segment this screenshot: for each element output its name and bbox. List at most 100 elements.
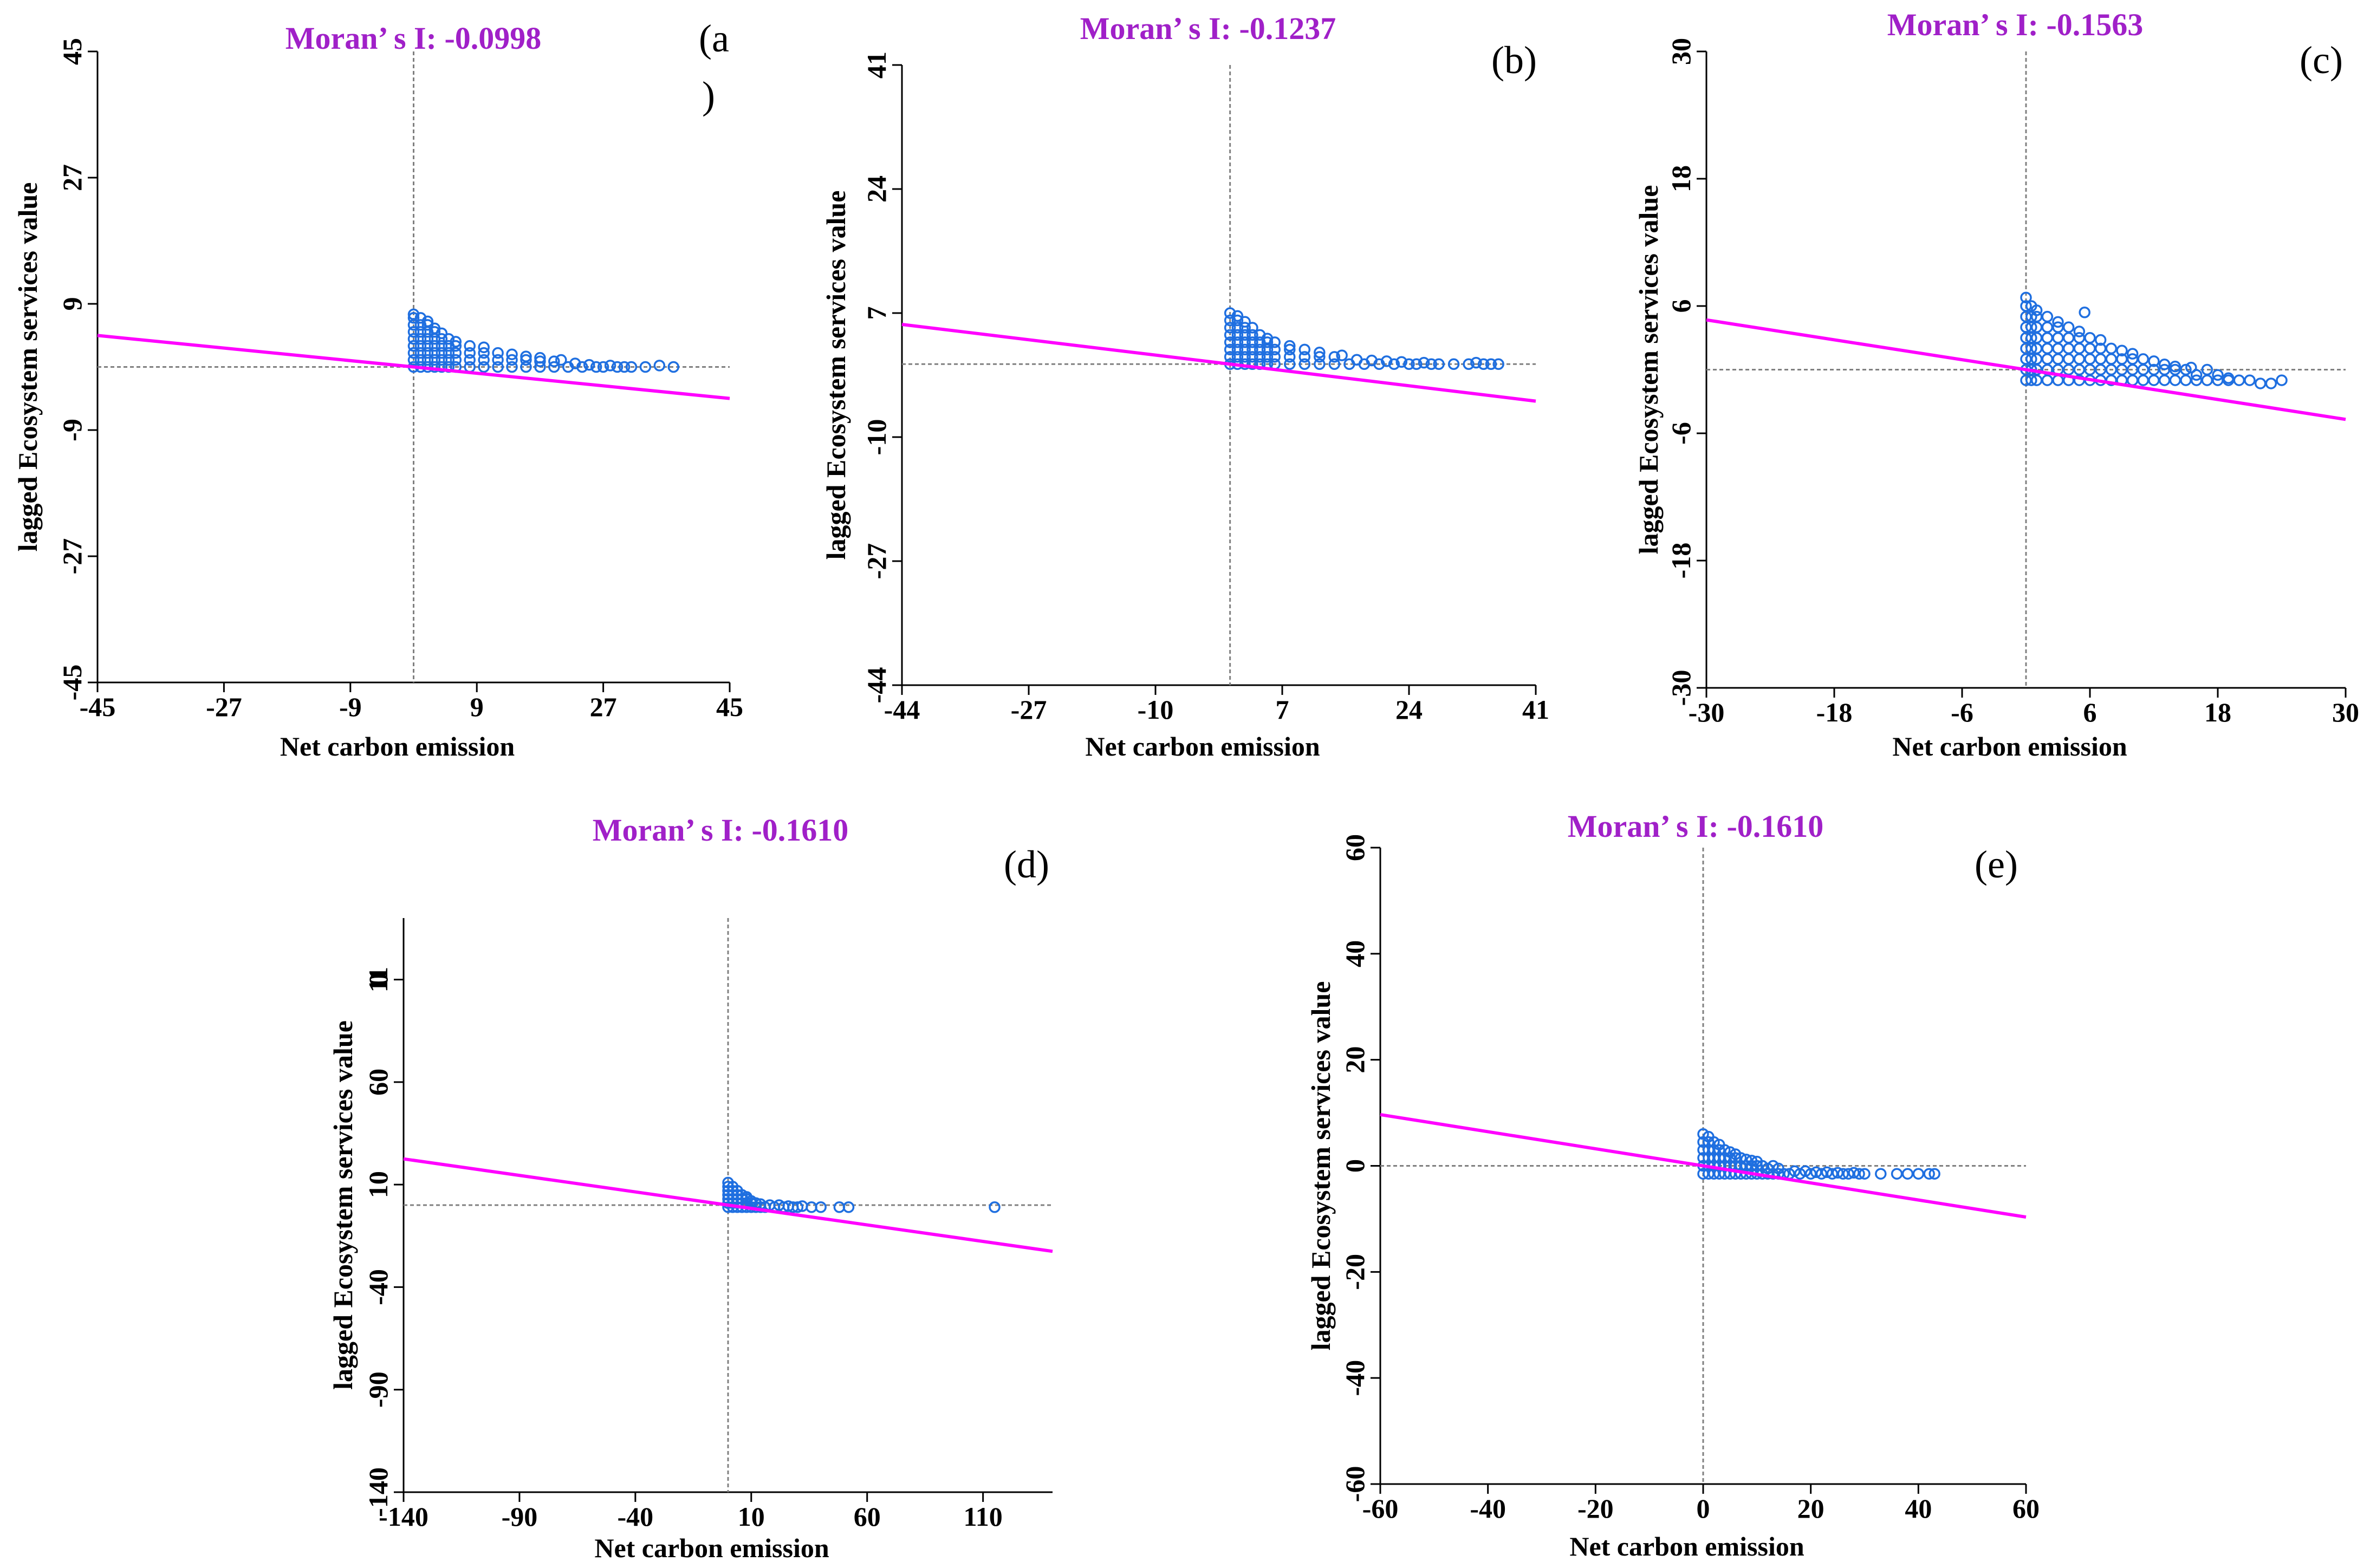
x-tick-label: -90 [502, 1501, 538, 1532]
data-point [2084, 342, 2096, 355]
data-point [842, 1201, 855, 1213]
data-point [1697, 1152, 1709, 1164]
data-point [1336, 349, 1348, 361]
data-point [1298, 351, 1311, 363]
data-point [1411, 358, 1423, 370]
data-point [436, 347, 448, 359]
y-tick-label: 60 [1340, 834, 1370, 861]
data-point [407, 333, 420, 345]
data-point [1269, 336, 1281, 348]
y-axis-label: lagged Ecosystem services value [1633, 185, 1664, 555]
data-point [1901, 1168, 1914, 1180]
data-point [2020, 300, 2032, 312]
data-point [1246, 351, 1258, 363]
y-tick-label: 27 [57, 164, 87, 191]
chart-title: Moran’ s I: -0.0998 [285, 21, 542, 56]
data-point [407, 347, 420, 359]
data-point [1729, 1168, 1742, 1180]
data-point [1447, 358, 1460, 370]
data-point [1269, 351, 1281, 363]
x-tick-label: 9 [470, 692, 484, 722]
data-point [1239, 336, 1251, 348]
data-point [407, 326, 420, 338]
data-point [1231, 329, 1244, 341]
data-point [436, 354, 448, 366]
regression-line [1380, 1112, 2027, 1219]
data-point [1477, 358, 1490, 370]
data-point [492, 354, 504, 366]
panel-label: (a [699, 17, 729, 60]
data-point [2084, 353, 2096, 365]
x-tick-label: 0 [1697, 1493, 1710, 1524]
data-point [478, 354, 490, 366]
data-point [1853, 1168, 1865, 1180]
data-point [428, 354, 441, 366]
y-tick-label: -18 [1666, 543, 1696, 579]
data-point [1231, 314, 1244, 327]
y-tick-label: 60 [363, 1069, 393, 1096]
data-point [1224, 343, 1236, 356]
x-axis-label: Net carbon emission [1569, 1531, 1804, 1562]
y-tick-label: 0 [1340, 1159, 1370, 1173]
data-point [1810, 1166, 1822, 1178]
y-tick-label: -9 [57, 419, 87, 441]
data-point [2073, 353, 2086, 365]
data-point [428, 347, 441, 359]
data-point [815, 1201, 827, 1213]
data-point [604, 360, 616, 372]
data-point [436, 327, 448, 340]
x-tick-label: -10 [1138, 694, 1174, 725]
data-point [436, 340, 448, 352]
data-point [1492, 358, 1504, 370]
chart-title: Moran’ s I: -0.1610 [1568, 809, 1824, 844]
y-tick-label: 6 [1666, 300, 1696, 313]
y-tick-label: -27 [57, 538, 87, 575]
data-point [583, 359, 595, 371]
panel-c: -30 -18 -6 6 18 30 -30 -18 -6 6 18 30 Moran’ s I: -0… [1633, 7, 2359, 762]
x-tick-label: -140 [379, 1501, 428, 1532]
data-point [1246, 329, 1258, 341]
data-point [534, 355, 546, 367]
data-point [833, 1201, 846, 1213]
data-point [2201, 363, 2213, 376]
x-tick-label: -18 [1816, 697, 1853, 727]
y-tick-overlay-label: 0 [363, 973, 393, 986]
data-point [1697, 1168, 1709, 1180]
y-tick-label: 9 [57, 297, 87, 311]
data-point [1703, 1168, 1715, 1180]
regression-line [901, 322, 1536, 403]
data-point [534, 352, 546, 364]
data-point [2180, 374, 2192, 386]
y-tick-label: -140 [363, 1467, 393, 1517]
data-point [2233, 374, 2245, 386]
data-point [1224, 336, 1236, 348]
x-tick-label: 60 [2012, 1493, 2040, 1524]
x-tick-label: -60 [1362, 1493, 1399, 1524]
y-axis-label: lagged Ecosystem services value [12, 183, 43, 552]
y-tick-label: 20 [1340, 1046, 1370, 1073]
data-point [1231, 336, 1244, 348]
data-point [2062, 321, 2075, 333]
data-point [450, 347, 462, 359]
x-axis-label: Net carbon emission [280, 731, 515, 762]
data-point [421, 340, 434, 352]
data-point [443, 354, 455, 366]
data-point [1231, 351, 1244, 363]
x-tick-label: -9 [339, 692, 362, 722]
data-point [436, 333, 448, 345]
data-point [1298, 343, 1311, 356]
data-point [2041, 342, 2054, 355]
data-point [1239, 329, 1251, 341]
x-tick-label: -30 [1689, 697, 1725, 727]
data-point [1395, 356, 1407, 368]
data-point [450, 340, 462, 352]
data-point [492, 347, 504, 359]
x-tick-label: -44 [884, 694, 920, 725]
data-point [1239, 322, 1251, 334]
data-point [407, 354, 420, 366]
data-point [2169, 374, 2181, 386]
y-tick-label: 40 [1340, 940, 1370, 967]
data-point [1246, 343, 1258, 356]
x-tick-label: -40 [1470, 1493, 1506, 1524]
data-point [1697, 1144, 1709, 1156]
